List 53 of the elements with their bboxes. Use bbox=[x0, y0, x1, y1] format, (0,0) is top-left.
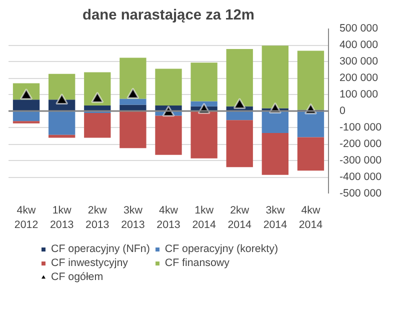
legend-label: CF inwestycyjny bbox=[51, 257, 128, 269]
legend-label: CF finansowy bbox=[164, 257, 230, 269]
bar bbox=[226, 120, 253, 168]
y-tick-label: 0 bbox=[340, 105, 346, 117]
bar bbox=[120, 58, 146, 99]
bar bbox=[190, 101, 218, 106]
bar bbox=[155, 68, 182, 106]
legend-label: CF ogółem bbox=[51, 271, 104, 283]
y-tick-label: -300 000 bbox=[340, 154, 382, 166]
y-tick-label: -200 000 bbox=[340, 138, 382, 150]
x-tick-label: 4kw 2013 bbox=[156, 204, 180, 231]
bar bbox=[84, 72, 111, 106]
bar bbox=[297, 111, 324, 138]
bar bbox=[84, 106, 111, 111]
y-tick-label: -400 000 bbox=[340, 171, 382, 183]
legend-label: CF operacyjny (korekty) bbox=[164, 243, 278, 255]
x-tick-label: 1kw 2013 bbox=[50, 204, 74, 231]
x-tick-label: 3kw 2013 bbox=[121, 204, 145, 231]
y-tick-label: -100 000 bbox=[340, 122, 382, 134]
point bbox=[126, 88, 140, 99]
bar bbox=[48, 111, 76, 135]
bar bbox=[262, 111, 288, 133]
x-tick-label: 4kw 2014 bbox=[298, 204, 323, 231]
bar bbox=[226, 48, 253, 106]
chart-title: dane narastające za 12m bbox=[82, 8, 254, 24]
y-tick-label: 300 000 bbox=[340, 56, 378, 68]
legend-label: CF operacyjny (NFn) bbox=[51, 243, 150, 255]
point bbox=[56, 94, 68, 105]
bar bbox=[48, 74, 76, 100]
bar bbox=[155, 116, 182, 155]
y-tick-label: 200 000 bbox=[340, 72, 378, 84]
bar bbox=[120, 98, 146, 105]
y-tick-label: 400 000 bbox=[340, 39, 378, 51]
x-tick-label: 2kw 2014 bbox=[228, 204, 252, 231]
bar bbox=[190, 111, 218, 158]
bar bbox=[84, 112, 111, 138]
bar bbox=[262, 132, 288, 175]
point bbox=[91, 92, 104, 103]
bar bbox=[120, 104, 146, 111]
y-tick-label: 100 000 bbox=[340, 88, 378, 100]
bar bbox=[120, 111, 146, 148]
x-tick-label: 2kw 2013 bbox=[86, 204, 110, 231]
x-tick-label: 3kw 2014 bbox=[263, 204, 288, 231]
bar bbox=[297, 50, 324, 110]
x-tick-label: 1kw 2014 bbox=[192, 204, 216, 231]
bar bbox=[262, 46, 288, 108]
bar bbox=[190, 62, 218, 102]
x-tick-label: 4kw 2012 bbox=[14, 204, 38, 231]
point bbox=[233, 98, 246, 109]
y-tick-label: -500 000 bbox=[340, 188, 382, 200]
bar bbox=[12, 100, 40, 111]
bar bbox=[297, 137, 324, 171]
y-tick-label: 500 000 bbox=[340, 22, 378, 34]
